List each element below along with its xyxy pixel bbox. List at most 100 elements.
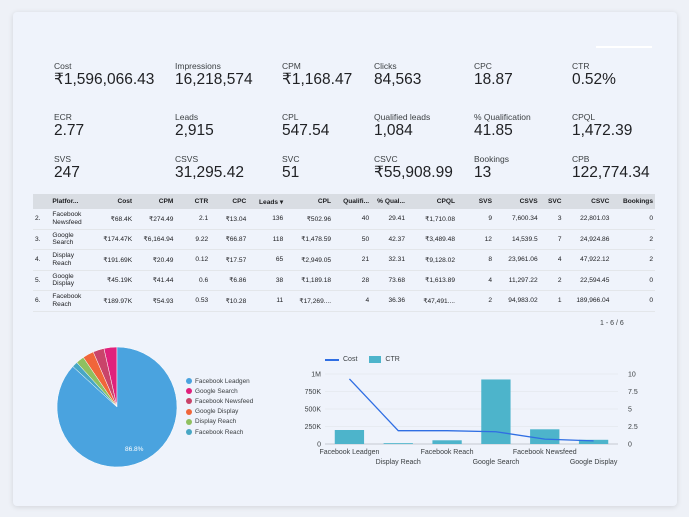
combo-legend: Cost CTR [325,356,400,363]
legend-dot [186,398,192,405]
legend-line-swatch [325,358,339,361]
kpi-value: 18.87 [474,71,513,88]
column-header[interactable]: Bookings [611,194,655,209]
table-row[interactable]: 5. Google Display ₹45.19K ₹41.44 0.6 ₹6.86 38 ₹… [33,270,655,291]
table-cell: 0.12 [175,249,211,271]
legend-ctr: CTR [385,356,400,363]
table-cell: ₹17.57 [210,249,249,271]
kpi-csvs: CSVS 31,295.42 [175,154,244,182]
table-cell: ₹3,489.48 [407,229,458,250]
legend-bar-swatch [369,356,382,363]
kpi-csvc: CSVC ₹55,908.99 [374,154,453,182]
table-cell: ₹13.04 [210,209,249,230]
column-header[interactable]: % Qual... [371,194,407,209]
table-cell: 12 [457,229,494,250]
table-cell: ₹1,478.59 [285,229,334,250]
table-cell: ₹68.4K [89,209,135,230]
pie-legend-item[interactable]: Google Search [186,386,253,396]
kpi-cpm: CPM ₹1,168.47 [282,61,352,89]
kpi-value: 13 [474,164,492,181]
ctr-bar [383,443,413,444]
pie-legend-item[interactable]: Facebook Reach [186,427,253,437]
table-cell: ₹45.19K [89,270,135,291]
table-row[interactable]: 4. Display Reach ₹191.69K ₹20.49 0.12 ₹17.57 6… [33,249,655,271]
table-cell: ₹191.69K [89,249,135,271]
column-header[interactable]: CSVS [493,194,540,209]
kpi-value: 122,774.34 [572,164,650,181]
column-header[interactable]: CPL [285,194,334,209]
table-row[interactable]: 6. Facebook Reach ₹189.97K ₹54.93 0.53 ₹10.28… [33,290,655,312]
table-row[interactable]: 2. Facebook Newsfeed ₹68.4K ₹274.49 2.1 ₹13.0… [33,209,655,230]
table-cell: ₹274.49 [134,209,176,230]
kpi-value: ₹55,908.99 [374,164,453,181]
table-cell: 2 [611,229,655,250]
table-cell: Facebook Newsfeed [50,209,90,230]
kpi-label: CTR [572,61,590,71]
table-cell: ₹66.87 [210,229,249,250]
table-row[interactable]: 3. Google Search ₹174.47K ₹6,164.94 9.22 ₹66.… [33,229,655,250]
kpi-label: SVC [282,154,300,164]
kpi-cpc: CPC 18.87 [474,61,513,89]
table-cell: 50 [333,229,372,250]
table-cell: ₹54.93 [134,290,176,312]
kpi-value: 41.85 [474,122,513,139]
column-header[interactable]: CTR [175,194,211,209]
table-cell: 23,961.06 [493,249,540,271]
ctr-bar [578,439,609,444]
table-pager[interactable]: 1 - 6 / 6 [600,320,624,327]
table-cell: 118 [248,229,286,250]
legend-label: Facebook Reach [195,428,244,436]
table-cell: 4 [539,249,564,271]
kpi-label: CPM [282,61,301,71]
column-header[interactable]: Cost [89,194,135,209]
right-tick-label: 7.5 [628,389,638,396]
table-cell: 36.36 [371,290,407,312]
slice-facebook-leadgen[interactable] [56,346,178,468]
column-header[interactable]: CSVC [563,194,612,209]
column-header[interactable]: Leads ▾ [248,194,286,209]
column-header[interactable]: CPC [210,194,249,209]
right-tick-label: 5 [628,407,632,414]
kpi-ctr: CTR 0.52% [572,61,616,89]
kpi-label: CPC [474,61,492,71]
pie-legend-item[interactable]: Facebook Leadgen [186,376,253,386]
kpi-label: CSVS [175,154,199,164]
legend-label: Facebook Leadgen [195,377,250,385]
kpi-value: 547.54 [282,122,330,139]
column-header[interactable] [33,194,51,209]
kpi-value: 1,472.39 [572,122,633,139]
table-cell: 40 [333,209,372,230]
right-tick-label: 0 [628,442,632,449]
kpi-cost: Cost ₹1,596,066.43 [54,61,154,89]
pie-legend-item[interactable]: Facebook Newsfeed [186,396,253,406]
column-header[interactable]: Qualifi... [333,194,372,209]
table-cell: 189,966.04 [563,290,612,312]
kpi-value: 84,563 [374,71,422,88]
pie-legend-item[interactable]: Display Reach [186,417,253,427]
table-cell: 24,924.86 [563,229,612,250]
column-header[interactable]: CPQL [407,194,458,209]
column-header[interactable]: Platfor... [50,194,90,209]
table-cell: ₹20.49 [134,249,176,271]
row-number: 3. [33,229,51,250]
category-label: Google Search [473,459,520,466]
table-cell: ₹1,189.18 [285,270,334,291]
kpi-label: Bookings [474,154,509,164]
kpi-label: SVS [54,154,72,164]
pie-legend-item[interactable]: Google Display [186,407,253,417]
legend-label: Google Display [195,408,239,416]
table-cell: ₹10.28 [210,290,249,312]
legend-dot [186,378,192,385]
column-header[interactable]: SVC [539,194,564,209]
table-cell: ₹47,491.... [407,290,458,312]
table-cell: ₹189.97K [89,290,135,312]
column-header[interactable]: SVS [457,194,494,209]
kpi-value: 31,295.42 [175,164,244,181]
table-cell: 2 [457,290,494,312]
ctr-bar [334,430,365,444]
pie-percent-label: 86.8% [125,446,144,453]
kpi-label: CPB [572,154,590,164]
table-cell: 7 [539,229,564,250]
kpi-svc: SVC 51 [282,154,299,182]
column-header[interactable]: CPM [134,194,176,209]
